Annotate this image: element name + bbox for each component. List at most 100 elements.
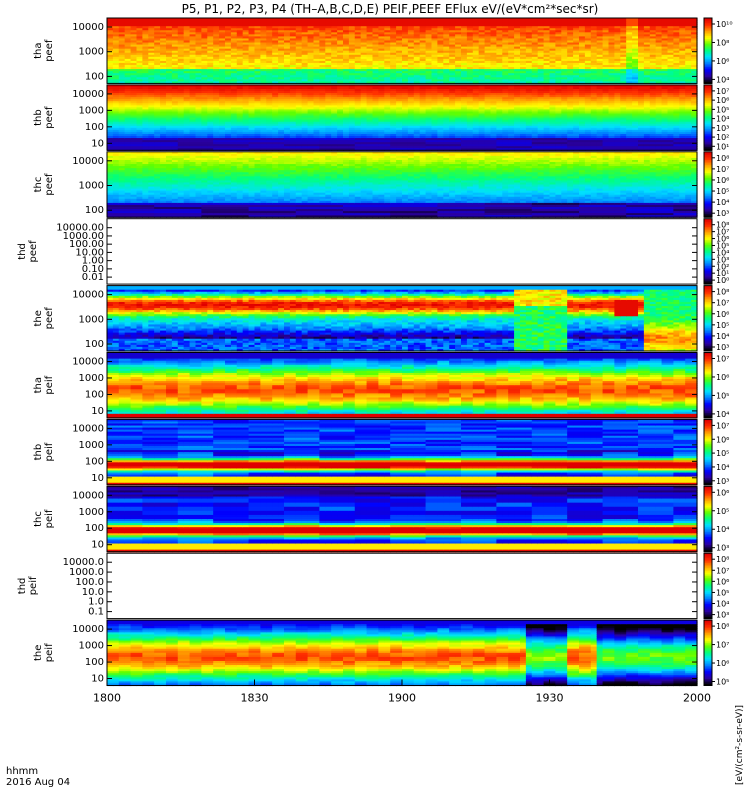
y-tick-label: 10000 [72,156,104,167]
panel-ylabel-probe: thb [33,109,44,126]
y-tick-label: 10000 [72,89,104,100]
panel-ylabel-probe: thb [33,444,44,461]
time-tick-label: 1900 [388,692,416,705]
colorbar-tick-label: 10⁷ [716,421,729,430]
colorbar-tick-label: 10³ [716,124,729,133]
y-tick-label: 10 [91,473,104,484]
panel-ylabel-probe: thd [17,578,28,595]
colorbar-tick-label: 10¹ [716,142,729,151]
colorbar-tick-label: 10⁴ [716,525,729,534]
y-tick-label: 100 [85,339,104,350]
colorbar-tick-label: 10³ [716,343,729,352]
time-axis-unit-label: hhmm [6,766,38,777]
colorbar-tick-label: 10⁰ [716,276,729,285]
colorbar-tick-label: 10⁵ [716,449,729,458]
panel-ylabel-probe: thc [33,511,44,527]
colorbar-tick-label: 10² [716,133,729,142]
colorbar-tick-label: 10⁷ [716,355,729,364]
colorbar-tick-label: 10⁶ [716,57,729,66]
colorbar-tick-label: 10⁷ [716,566,729,575]
colorbar-tick-label: 10⁸ [716,288,729,297]
panel-ylabel-product: peef [44,39,55,62]
panel-ylabel-product: peif [44,509,55,528]
colorbar-tick-label: 10⁶ [716,435,729,444]
y-tick-label: 1000 [79,507,104,518]
colorbar-tick-label: 10⁷ [716,165,729,174]
colorbar-tick-label: 10⁶ [716,310,729,319]
colorbar-tick-label: 10⁵ [716,678,729,687]
panel-thd-peef: 10000.001000.00100.0010.001.000.100.01th… [17,219,729,285]
colorbar-tick-label: 10⁵ [716,187,729,196]
panel-ylabel-probe: tha [33,377,44,393]
y-tick-label: 10000 [72,357,104,368]
y-tick-label: 1000 [79,181,104,192]
y-tick-label: 10000 [72,423,104,434]
time-axis-footer: hhmm 2016 Aug 04 [6,766,70,788]
colorbar-tick-label: 10⁴ [716,115,729,124]
y-tick-label: 1000 [79,373,104,384]
y-tick-label: 100 [85,657,104,668]
y-tick-label: 1000 [79,314,104,325]
colorbar-tick-label: 10⁵ [716,391,729,400]
panel-ylabel-product: peef [44,173,55,196]
colorbar-tick-label: 10⁸ [716,622,729,631]
date-label: 2016 Aug 04 [6,777,70,788]
y-tick-label: 10 [91,674,104,685]
panel-ylabel-product: peif [44,375,55,394]
colorbar: 10⁷ 10⁶ 10⁵ 10⁴ [704,353,729,419]
panel-ylabel-probe: the [33,645,44,661]
y-tick-label: 100 [85,389,104,400]
panel-ylabel-product: peef [44,307,55,330]
y-tick-label: 10 [91,540,104,551]
colorbar-tick-label: 10⁵ [716,321,729,330]
y-tick-label: 1000 [79,105,104,116]
y-tick-label: 0.01 [82,272,104,283]
y-tick-label: 10000 [72,490,104,501]
colorbar-tick-label: 10³ [716,477,729,486]
colorbar-tick-label: 10⁸ [716,154,729,163]
colorbar-tick-label: 10¹⁰ [716,20,733,29]
panel-ylabel-product: peef [44,106,55,129]
y-tick-label: 1000 [79,47,104,58]
panel-ylabel-product: peif [28,576,39,595]
colorbar-tick-label: 10⁵ [716,588,729,597]
colorbar-tick-label: 10⁴ [716,410,729,419]
colorbar-tick-label: 10⁵ [716,105,729,114]
colorbar-tick-label: 10⁶ [716,488,729,497]
y-tick-label: 10000 [72,290,104,301]
y-tick-label: 1000 [79,440,104,451]
colorbar-tick-label: 10⁴ [716,75,729,84]
colorbar-tick-label: 10³ [716,544,729,553]
time-tick-label: 2000 [683,692,711,705]
colorbar: 10⁸ 10⁷ 10⁶ 10⁵ 10⁴ 10³ [704,286,729,352]
colorbar-tick-label: 10⁵ [716,507,729,516]
colorbar-tick-label: 10⁴ [716,332,729,341]
colorbar-unit-label: [eV/(cm²-s-sr-eV)] [735,705,745,785]
colorbar-tick-label: 10³ [716,209,729,218]
panel-ylabel-probe: tha [33,43,44,59]
colorbar: 10⁶ 10⁵ 10⁴ 10³ [704,486,729,552]
colorbar-tick-label: 10⁶ [716,373,729,382]
y-tick-label: 100 [85,122,104,133]
panel-ylabel-probe: thc [33,177,44,193]
y-tick-label: 0.1 [88,607,104,618]
panel-ylabel-product: peif [44,643,55,662]
colorbar-tick-label: 10⁷ [716,299,729,308]
